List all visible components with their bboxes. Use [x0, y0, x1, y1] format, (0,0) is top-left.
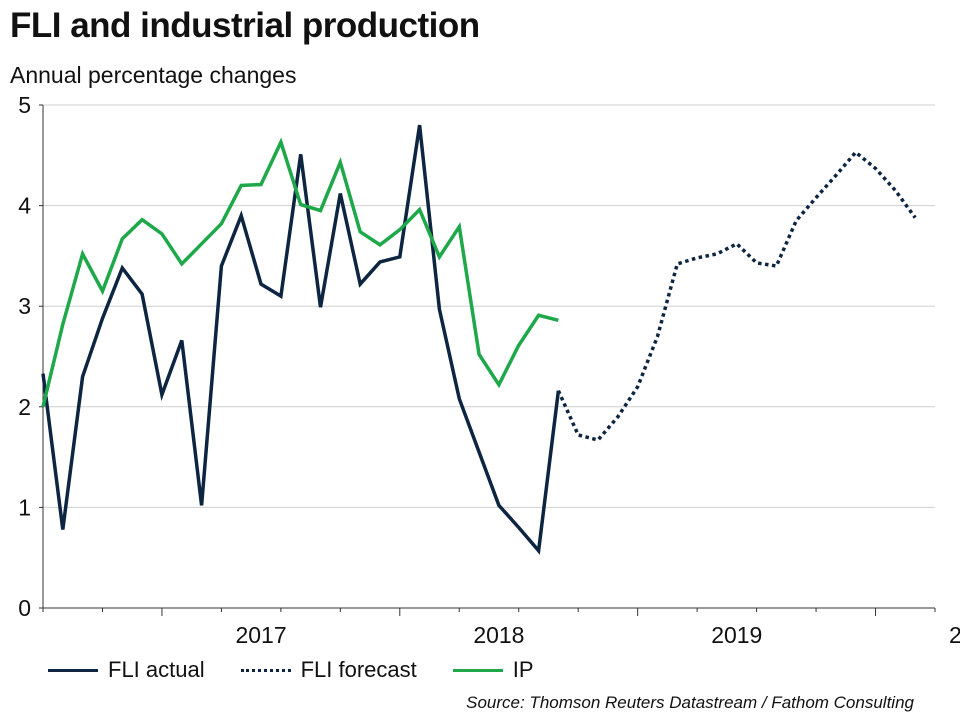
series-line-ip	[41, 137, 559, 408]
legend-swatch-fli-forecast	[240, 668, 291, 672]
legend-item-ip: IP	[452, 657, 534, 683]
legend-label-fli-actual: FLI actual	[108, 657, 205, 682]
y-tick-label: 0	[18, 595, 31, 621]
y-tick-label: 1	[18, 494, 31, 520]
legend-item-fli-forecast: FLI forecast	[240, 657, 417, 683]
series-line-fli-actual	[41, 124, 561, 555]
x-tick-label-2019: 2019	[711, 622, 762, 648]
x-tick-label-2018: 2018	[473, 622, 524, 648]
y-tick-label: 2	[18, 394, 31, 420]
y-tick-label: 3	[18, 293, 31, 319]
x-tick-label-2017: 2017	[235, 622, 286, 648]
legend-swatch-ip	[452, 668, 503, 672]
series-line-fli-forecast	[556, 149, 917, 442]
legend-item-fli-actual: FLI actual	[48, 657, 205, 683]
y-tick-label: 4	[18, 193, 31, 219]
legend-label-ip: IP	[512, 657, 534, 682]
legend-swatch-fli-actual	[48, 668, 98, 672]
chart-title: FLI and industrial production	[10, 6, 480, 45]
source-note: Source: Thomson Reuters Datastream / Fat…	[466, 693, 914, 712]
legend: FLI actual FLI forecast IP	[48, 657, 570, 683]
x-tick-label-2020: 2020	[949, 622, 960, 648]
chart-subtitle: Annual percentage changes	[10, 62, 297, 88]
y-tick-label: 5	[18, 92, 31, 118]
legend-label-fli-forecast: FLI forecast	[300, 657, 417, 682]
